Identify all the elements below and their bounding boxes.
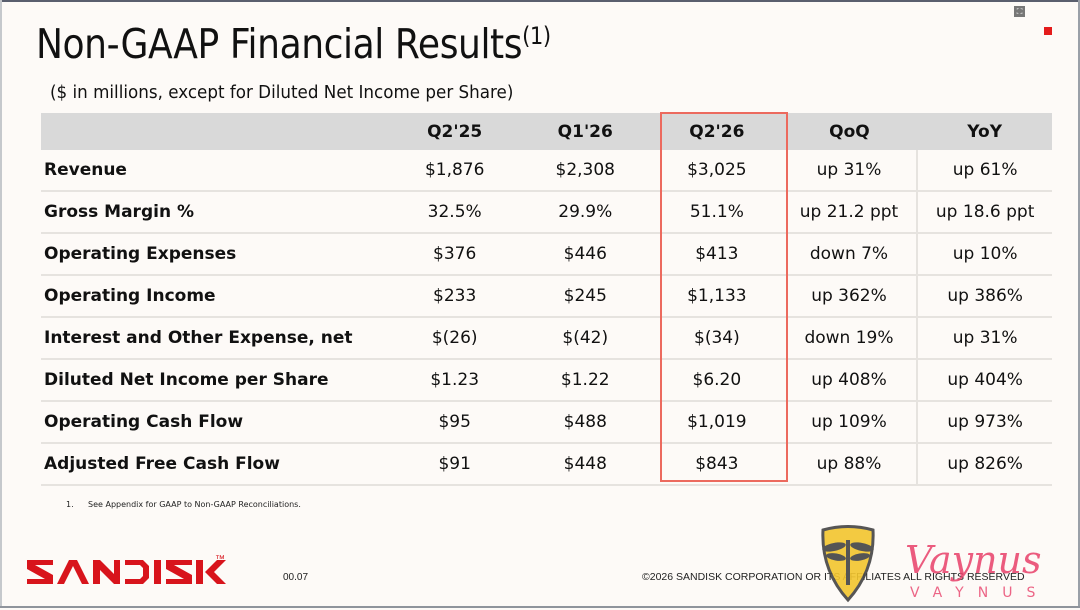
header-label (41, 113, 391, 150)
cell-q2-25: $(26) (390, 317, 519, 360)
cell-qoq: up 21.2 ppt (781, 191, 918, 234)
cell-q2-25: 32.5% (390, 191, 519, 234)
cell-qoq: up 408% (781, 359, 918, 402)
row-label: Gross Margin % (41, 191, 391, 234)
cell-qoq: down 19% (781, 317, 918, 360)
table-row: Operating Expenses $376 $446 $413 down 7… (41, 233, 1052, 276)
cell-q2-26: 51.1% (652, 191, 782, 234)
row-label: Operating Cash Flow (41, 401, 391, 444)
footnote-text: See Appendix for GAAP to Non-GAAP Reconc… (88, 500, 301, 509)
row-label: Interest and Other Expense, net (41, 317, 391, 360)
cell-qoq: up 31% (781, 150, 918, 192)
window-frame-right (1078, 0, 1080, 608)
row-label: Diluted Net Income per Share (41, 359, 391, 402)
dragonfly-shield-icon: Vaynus VAYNUS (821, 525, 1049, 603)
cell-q2-25: $376 (390, 233, 519, 276)
cell-yoy: up 386% (916, 275, 1052, 318)
cell-q2-25: $95 (390, 401, 519, 444)
row-label: Adjusted Free Cash Flow (41, 443, 391, 486)
table-row: Interest and Other Expense, net $(26) $(… (41, 317, 1052, 360)
cell-yoy: up 404% (916, 359, 1052, 402)
cell-yoy: up 31% (916, 317, 1052, 360)
window-frame-top (0, 0, 1080, 2)
cell-q1-26: $446 (518, 233, 653, 276)
cell-q1-26: $(42) (518, 317, 653, 360)
header-yoy: YoY (917, 113, 1052, 150)
table-row: Gross Margin % 32.5% 29.9% 51.1% up 21.2… (41, 191, 1052, 234)
footnote-number: 1. (66, 500, 74, 509)
cell-qoq: up 88% (781, 443, 918, 486)
sandisk-wordmark-icon (27, 560, 226, 584)
cell-q2-26: $413 (652, 233, 782, 276)
slide-subtitle: ($ in millions, except for Diluted Net I… (50, 82, 514, 103)
header-qoq: QoQ (781, 113, 918, 150)
row-label: Revenue (41, 150, 391, 192)
cell-q2-26: $(34) (652, 317, 782, 360)
cell-q1-26: $448 (518, 443, 653, 486)
table-row: Adjusted Free Cash Flow $91 $448 $843 up… (41, 443, 1052, 486)
table-header-row: Q2'25 Q1'26 Q2'26 QoQ YoY (41, 113, 1052, 150)
watermark-script-text: Vaynus (905, 538, 1042, 582)
watermark-caps-text: VAYNUS (910, 585, 1049, 601)
table-row: Operating Cash Flow $95 $488 $1,019 up 1… (41, 401, 1052, 444)
cell-yoy: up 973% (916, 401, 1052, 444)
cell-q2-25: $1.23 (390, 359, 519, 402)
cell-q2-26: $1,133 (652, 275, 782, 318)
window-frame-bottom (0, 606, 1080, 608)
footnote: 1. See Appendix for GAAP to Non-GAAP Reco… (66, 500, 301, 509)
cell-yoy: up 10% (916, 233, 1052, 276)
cell-yoy: up 18.6 ppt (916, 191, 1052, 234)
header-q2-25: Q2'25 (390, 113, 519, 150)
cell-qoq: up 362% (781, 275, 918, 318)
row-label: Operating Income (41, 275, 391, 318)
table-row: Diluted Net Income per Share $1.23 $1.22… (41, 359, 1052, 402)
red-square-marker (1044, 27, 1052, 35)
cell-q2-25: $1,876 (390, 150, 519, 192)
title-text: Non-GAAP Financial Results (36, 20, 523, 68)
cell-yoy: up 61% (916, 150, 1052, 192)
cell-q2-26: $3,025 (652, 150, 782, 192)
table-row: Operating Income $233 $245 $1,133 up 362… (41, 275, 1052, 318)
header-q1-26: Q1'26 (518, 113, 653, 150)
slide-title: Non-GAAP Financial Results(1) (36, 20, 551, 68)
page-number: 00.07 (283, 572, 309, 583)
trademark-symbol: ™ (215, 554, 225, 565)
cell-qoq: down 7% (781, 233, 918, 276)
cell-q1-26: $245 (518, 275, 653, 318)
cell-q1-26: $1.22 (518, 359, 653, 402)
sandisk-logo: ™ (27, 554, 227, 589)
header-q2-26: Q2'26 (652, 113, 782, 150)
cell-q1-26: 29.9% (518, 191, 653, 234)
cell-q2-26: $843 (652, 443, 782, 486)
fullscreen-icon[interactable]: ⛶ (1014, 6, 1025, 17)
cell-yoy: up 826% (916, 443, 1052, 486)
financial-results-table: Q2'25 Q1'26 Q2'26 QoQ YoY Revenue $1,876… (41, 113, 1052, 486)
cell-qoq: up 109% (781, 401, 918, 444)
cell-q2-26: $6.20 (652, 359, 782, 402)
cell-q1-26: $2,308 (518, 150, 653, 192)
row-label: Operating Expenses (41, 233, 391, 276)
table-row: Revenue $1,876 $2,308 $3,025 up 31% up 6… (41, 150, 1052, 192)
title-footnote-ref: (1) (522, 22, 551, 50)
window-frame-left (0, 0, 2, 608)
cell-q2-25: $91 (390, 443, 519, 486)
vaynus-watermark: Vaynus VAYNUS (790, 525, 1080, 610)
cell-q2-25: $233 (390, 275, 519, 318)
cell-q1-26: $488 (518, 401, 653, 444)
cell-q2-26: $1,019 (652, 401, 782, 444)
